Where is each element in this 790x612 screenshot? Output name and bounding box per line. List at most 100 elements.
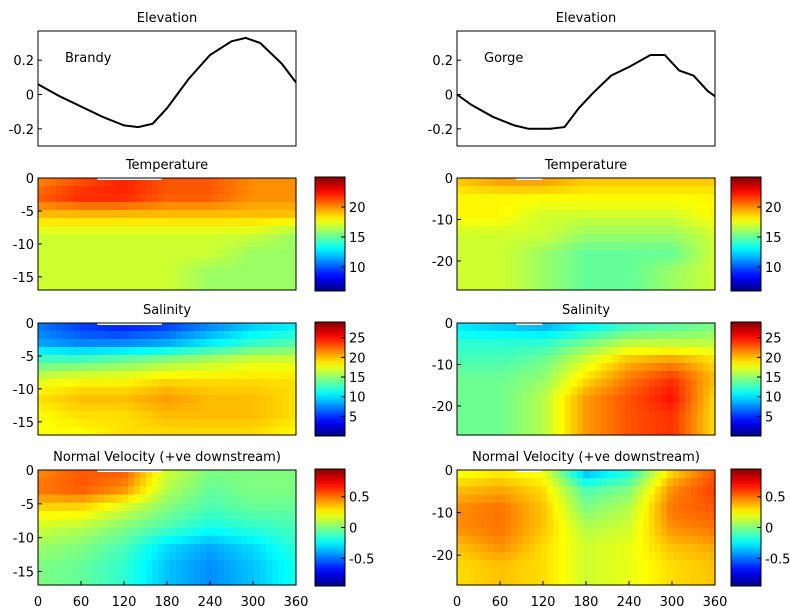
heatmap-cell — [481, 186, 488, 195]
heatmap-cell — [493, 331, 500, 340]
heatmap-cell — [493, 218, 500, 227]
heatmap-cell — [691, 486, 698, 496]
heatmap-cell — [44, 282, 51, 291]
heatmap-cell — [152, 202, 159, 211]
heatmap-cell — [62, 186, 69, 195]
heatmap-cell — [266, 519, 273, 529]
heatmap-cell — [218, 266, 225, 275]
heatmap-cell — [284, 478, 291, 488]
heatmap-cell — [260, 234, 267, 243]
heatmap-cell — [673, 226, 680, 235]
heatmap-cell — [619, 576, 626, 586]
heatmap-cell — [248, 494, 255, 504]
heatmap-cell — [230, 339, 237, 348]
heatmap-cell — [511, 218, 518, 227]
heatmap-cell — [697, 419, 704, 428]
colorbar-tick-label: 0 — [349, 522, 357, 537]
heatmap-cell — [559, 379, 566, 388]
heatmap-cell — [98, 347, 105, 356]
heatmap-cell — [188, 274, 195, 283]
heatmap-cell — [62, 535, 69, 545]
heatmap-cell — [619, 568, 626, 578]
heatmap-cell — [290, 379, 297, 388]
heatmap-cell — [218, 379, 225, 388]
heatmap-cell — [146, 250, 153, 259]
heatmap-cell — [481, 282, 488, 291]
heatmap-cell — [703, 502, 710, 512]
heatmap-cell — [661, 355, 668, 364]
heatmap-cell — [128, 576, 135, 586]
heatmap-cell — [140, 250, 147, 259]
heatmap-cell — [505, 535, 512, 545]
heatmap-cell — [254, 274, 261, 283]
heatmap-cell — [236, 282, 243, 291]
site-label: Brandy — [65, 51, 112, 66]
heatmap-cell — [212, 218, 219, 227]
heatmap-cell — [481, 403, 488, 412]
heatmap-cell — [224, 395, 231, 404]
heatmap-cell — [74, 560, 81, 570]
heatmap-cell — [481, 387, 488, 396]
heatmap-cell — [589, 323, 596, 332]
heatmap-cell — [499, 234, 506, 243]
heatmap-cell — [523, 419, 530, 428]
heatmap-cell — [571, 511, 578, 520]
heatmap-cell — [56, 355, 63, 364]
heatmap-cell — [691, 403, 698, 412]
heatmap-cell — [104, 331, 111, 340]
heatmap-cell — [523, 560, 530, 570]
heatmap-cell — [709, 226, 716, 235]
heatmap-cell — [152, 274, 159, 283]
heatmap-cell — [176, 395, 183, 404]
heatmap-cell — [128, 411, 135, 420]
heatmap-cell — [80, 202, 87, 211]
heatmap-cell — [272, 282, 279, 291]
heatmap-cell — [655, 226, 662, 235]
heatmap-cell — [691, 502, 698, 512]
heatmap-cell — [110, 403, 117, 412]
heatmap-cell — [673, 494, 680, 504]
heatmap-cell — [206, 568, 213, 578]
heatmap-cell — [98, 363, 105, 372]
heatmap-cell — [86, 379, 93, 388]
heatmap-cell — [583, 210, 590, 219]
heatmap-cell — [487, 552, 494, 561]
heatmap-cell — [284, 552, 291, 561]
heatmap-cell — [170, 371, 177, 380]
heatmap-cell — [272, 535, 279, 545]
heatmap-cell — [116, 242, 123, 251]
heatmap-cell — [200, 258, 207, 267]
heatmap-cell — [583, 527, 590, 537]
heatmap-cell — [565, 226, 572, 235]
heatmap-cell — [254, 210, 261, 219]
heatmap-cell — [457, 347, 464, 356]
heatmap-cell — [535, 234, 542, 243]
heatmap-cell — [679, 419, 686, 428]
heatmap-cell — [200, 210, 207, 219]
heatmap-cell — [206, 552, 213, 561]
heatmap-cell — [649, 560, 656, 570]
heatmap-cell — [68, 576, 75, 586]
heatmap-cell — [631, 218, 638, 227]
heatmap-cell — [463, 560, 470, 570]
heatmap-cell — [535, 486, 542, 496]
heatmap-cell — [248, 535, 255, 545]
y-tick-label: -0.2 — [9, 123, 34, 138]
heatmap-cell — [110, 494, 117, 504]
heatmap-cell — [56, 210, 63, 219]
heatmap-cell — [457, 419, 464, 428]
heatmap-cell — [625, 403, 632, 412]
heatmap-cell — [559, 371, 566, 380]
heatmap-cell — [673, 419, 680, 428]
heatmap-cell — [38, 395, 45, 404]
heatmap-cell — [661, 250, 668, 259]
heatmap-cell — [272, 576, 279, 586]
heatmap-cell — [571, 234, 578, 243]
heatmap-cell — [499, 186, 506, 195]
heatmap-cell — [487, 178, 494, 187]
heatmap-cell — [535, 403, 542, 412]
x-tick-label: 60 — [73, 595, 90, 610]
heatmap-cell — [98, 387, 105, 396]
heatmap-cell — [643, 258, 650, 267]
heatmap-cell — [649, 478, 656, 488]
